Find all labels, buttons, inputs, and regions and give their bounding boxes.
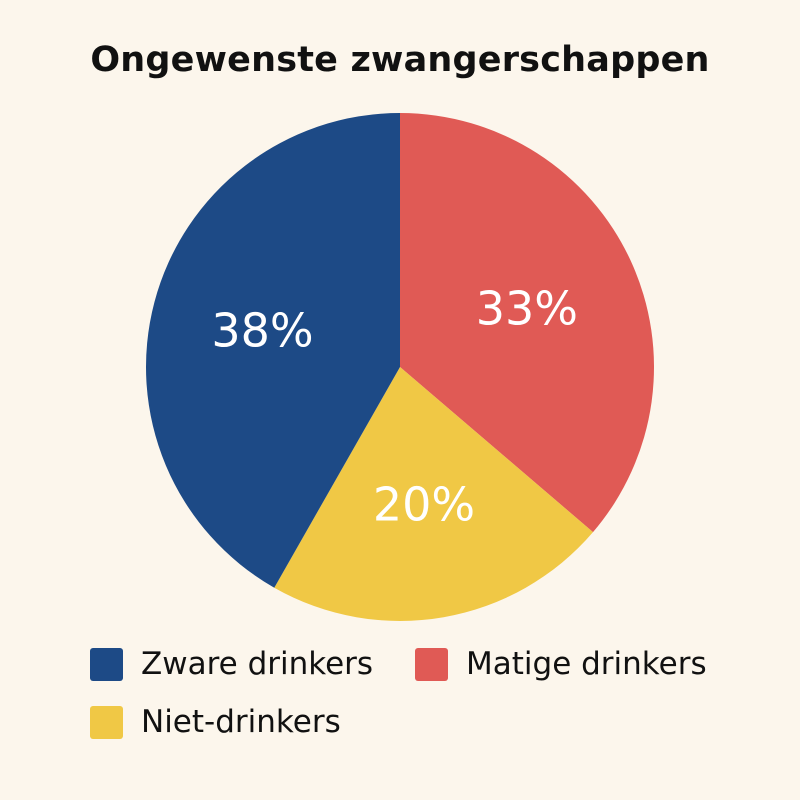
pie-slice-matige-drinkers (400, 113, 654, 533)
legend-label-niet-drinkers: Niet-drinkers (141, 704, 341, 740)
legend-item-zware-drinkers: Zware drinkers (90, 640, 373, 688)
pie-slice-zware-drinkers (145, 113, 400, 588)
legend-label-matige-drinkers: Matige drinkers (466, 646, 707, 682)
chart-title: Ongewenste zwangerschappen (90, 40, 710, 80)
legend-item-niet-drinkers: Niet-drinkers (90, 698, 341, 746)
pie-label-matige-drinkers: 33% (476, 282, 578, 336)
legend-item-matige-drinkers: Matige drinkers (415, 640, 707, 688)
pie-label-niet-drinkers: 20% (373, 478, 475, 532)
legend-swatch-matige-drinkers (415, 647, 448, 681)
legend-swatch-zware-drinkers (90, 647, 123, 681)
pie-label-zware-drinkers: 38% (211, 304, 313, 358)
legend-label-zware-drinkers: Zware drinkers (141, 646, 374, 682)
pie-slice-niet-drinkers (274, 367, 594, 622)
legend-swatch-niet-drinkers (90, 705, 123, 739)
